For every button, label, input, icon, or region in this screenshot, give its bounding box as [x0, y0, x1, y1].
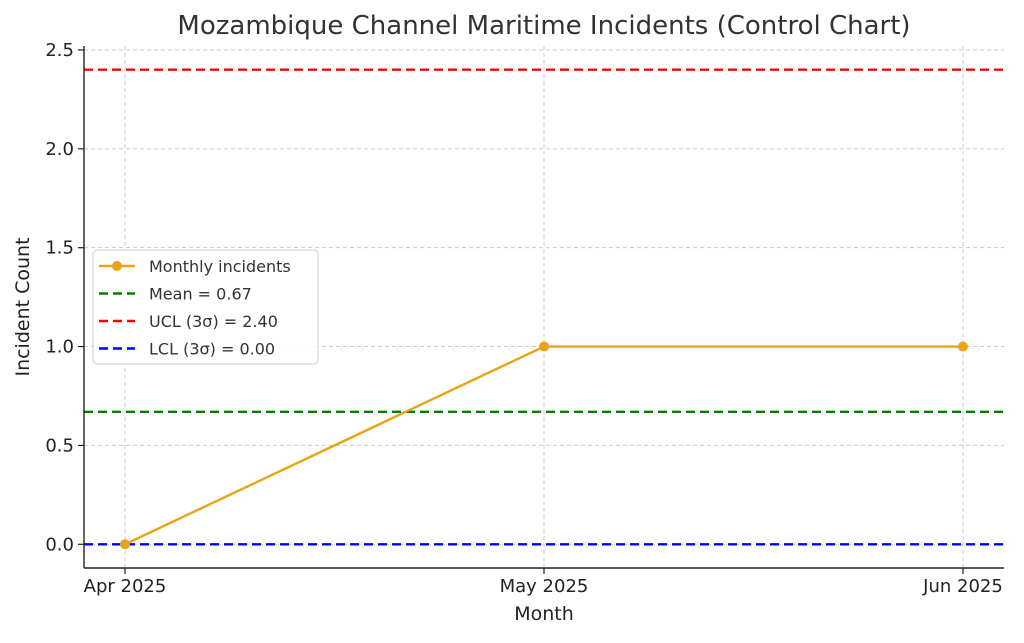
legend: Monthly incidents Mean = 0.67 UCL (3σ) = 2… — [92, 249, 319, 365]
chart-title: Mozambique Channel Maritime Incidents (C… — [177, 11, 910, 41]
y-tick-label: 1.0 — [45, 337, 74, 358]
y-tick-label: 1.5 — [45, 238, 74, 259]
x-axis-title: Month — [514, 603, 574, 625]
data-point — [958, 341, 968, 352]
legend-label: LCL (3σ) = 0.00 — [149, 340, 275, 359]
series-layer — [120, 341, 968, 550]
legend-label: UCL (3σ) = 2.40 — [149, 312, 278, 331]
data-point — [120, 539, 130, 550]
y-tick-label: 2.0 — [45, 139, 74, 160]
legend-box — [92, 249, 319, 365]
y-tick-label: 0.5 — [45, 435, 74, 456]
x-tick-label: Apr 2025 — [84, 576, 167, 597]
y-tick-label: 0.0 — [45, 534, 74, 555]
y-axis-title: Incident Count — [12, 237, 34, 376]
x-tick-label: May 2025 — [500, 576, 589, 597]
tick-labels: 0.0 0.5 1.0 1.5 2.0 2.5 Apr 2025 May 2025 Jun 20… — [45, 40, 1002, 597]
axes — [78, 46, 1004, 574]
legend-label: Monthly incidents — [149, 257, 291, 276]
legend-label: Mean = 0.67 — [149, 285, 252, 304]
x-tick-label: Jun 2025 — [922, 576, 1003, 597]
y-tick-label: 2.5 — [45, 40, 74, 61]
data-point — [539, 341, 549, 352]
legend-marker — [112, 261, 122, 271]
